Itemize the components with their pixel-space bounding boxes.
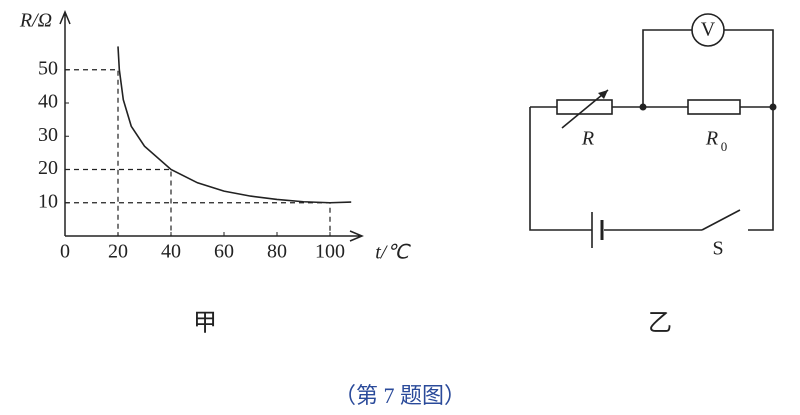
variable-resistor [556,99,613,115]
resistor-arrow [561,89,609,129]
reference-line [65,69,119,236]
junction [639,103,647,111]
axes [59,10,364,242]
resistor-subscript: 0 [721,139,728,154]
voltmeter [691,13,725,47]
switch-label: S [712,238,723,260]
switch-blade [701,209,741,231]
wire [529,106,774,231]
x-tick-label: 20 [108,241,128,263]
x-tick-label: 80 [267,241,287,263]
y-tick-label: 10 [38,190,58,212]
circuit: V R R 0 S 乙 [529,13,777,337]
reference-line [65,202,331,236]
caption: 乙 [648,311,672,337]
curve [117,46,352,204]
arrow-head [598,90,608,99]
voltmeter-wire [642,29,774,107]
voltmeter-label: V [701,19,716,41]
resistor-label: R [581,128,594,150]
y-tick-label: 20 [38,157,58,179]
y-axis-label: R/Ω [19,10,52,32]
fixed-resistor [687,99,741,115]
x-tick-label: 0 [60,241,70,263]
x-axis-label: t/℃ [375,242,411,264]
caption: 甲 [193,311,217,337]
figure-caption: （第 7 题图） [334,383,466,408]
resistor-label: R [705,128,718,150]
y-tick-label: 50 [38,57,58,79]
x-tick-label: 60 [214,241,234,263]
y-tick-label: 40 [38,91,58,113]
x-tick-label: 100 [315,241,345,263]
x-tick-label: 40 [161,241,181,263]
junction [769,103,777,111]
y-tick-label: 30 [38,124,58,146]
